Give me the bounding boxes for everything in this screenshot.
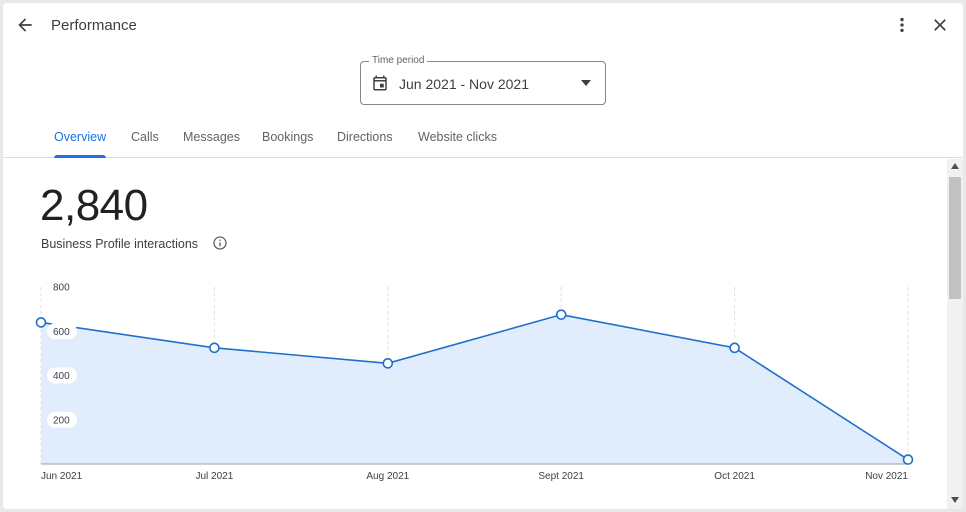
data-point-4 [729,342,740,354]
chevron-down-icon [581,80,591,86]
tab-website-clicks[interactable]: Website clicks [418,130,497,144]
tab-bar: Overview Calls Messages Bookings Directi… [3,123,963,158]
y-tick-label-0: 200 [53,415,70,426]
tab-calls[interactable]: Calls [131,130,159,144]
x-tick-label-0: Jun 2021 [41,471,83,482]
interactions-chart: 200 400 600 800 Jun 2021 Jul 2021 Aug 2021 Sept… [35,283,914,482]
interactions-total: 2,840 [40,181,148,230]
y-tick-bg-2 [47,323,77,340]
close-icon [934,19,946,31]
back-button[interactable] [9,9,41,41]
more-options-button[interactable] [886,9,918,41]
arrow-back-icon [18,18,32,32]
series-line [40,313,909,461]
page-title: Performance [51,17,137,34]
tab-directions[interactable]: Directions [337,130,393,144]
series-area [41,314,908,464]
scrollbar-thumb[interactable] [949,177,961,299]
calendar-icon [373,75,387,91]
data-point-1 [209,342,220,354]
scroll-down-arrow-icon[interactable] [951,497,959,503]
y-tick-label-2: 600 [53,327,70,338]
tab-messages[interactable]: Messages [183,130,240,144]
data-point-3 [555,309,567,320]
more-vert-icon [900,17,904,33]
y-tick-label-3: 800 [53,283,70,294]
scroll-up-arrow-icon[interactable] [951,163,959,169]
y-tick-bg-0 [47,411,77,428]
overview-content: 2,840 Business Profile interactions 200 4… [3,159,963,509]
data-point-2 [382,358,394,369]
info-icon[interactable] [212,235,228,251]
data-point-0 [35,317,47,328]
tab-overview[interactable]: Overview [54,123,107,158]
time-period-select[interactable]: Time period Jun 2021 - Nov 2021 [360,55,606,105]
data-point-5 [902,454,914,465]
interactions-label: Business Profile interactions [41,237,199,251]
x-tick-label-4: Oct 2021 [714,471,755,482]
time-period-value: Jun 2021 - Nov 2021 [399,76,529,92]
header: Performance [3,3,963,49]
close-button[interactable] [924,9,956,41]
y-tick-bg-1 [47,367,77,384]
x-tick-label-1: Jul 2021 [195,471,233,482]
x-tick-label-2: Aug 2021 [366,471,409,482]
x-tick-label-3: Sept 2021 [538,471,584,482]
time-period-label: Time period [369,55,428,67]
x-tick-label-5: Nov 2021 [865,471,908,482]
scrollbar[interactable] [947,159,963,509]
performance-panel: Performance Time period Jun 2021 - Nov 2… [3,3,963,509]
y-tick-label-1: 400 [53,371,70,382]
tab-bookings[interactable]: Bookings [262,130,314,144]
